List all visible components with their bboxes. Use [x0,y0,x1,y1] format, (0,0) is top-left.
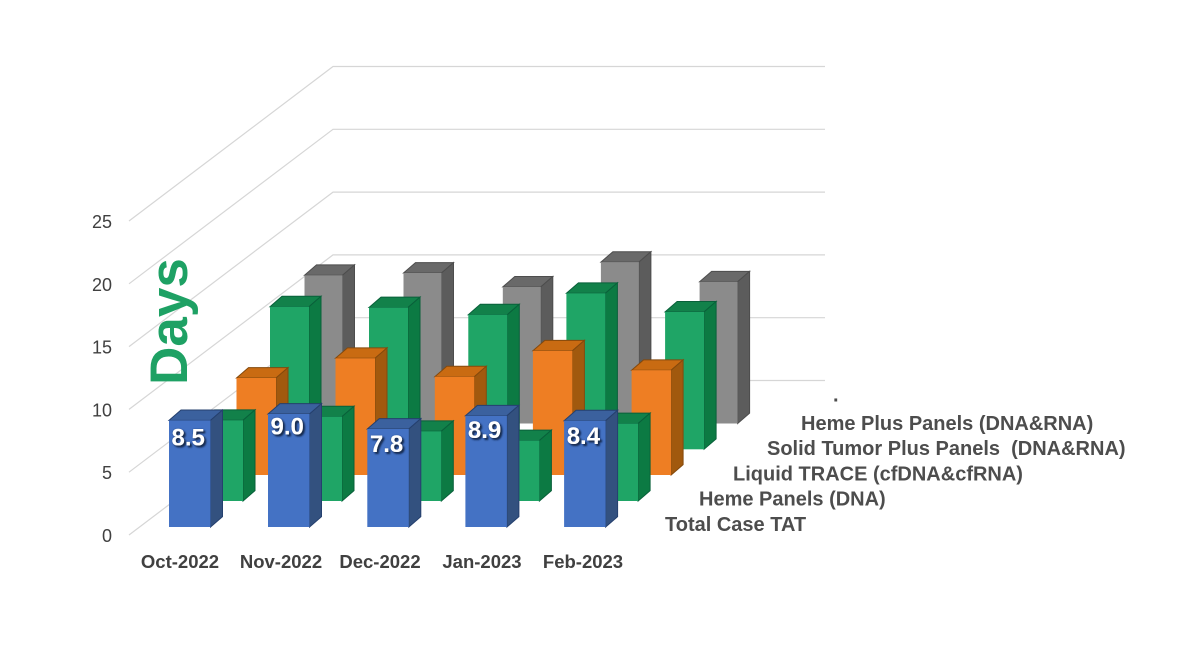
svg-text:Days: Days [140,258,199,385]
svg-text:.: . [833,385,839,407]
svg-text:Heme Plus Panels (DNA&RNA): Heme Plus Panels (DNA&RNA) [801,413,1093,435]
svg-text:10: 10 [92,400,112,420]
svg-text:25: 25 [92,212,112,232]
svg-text:7.8: 7.8 [370,431,403,458]
svg-text:Oct-2022: Oct-2022 [141,551,219,572]
svg-text:Heme Panels (DNA): Heme Panels (DNA) [699,489,886,511]
svg-text:Solid Tumor Plus Panels (DNA&: Solid Tumor Plus Panels (DNA&RNA) [767,438,1126,460]
svg-text:15: 15 [92,338,112,358]
svg-text:8.9: 8.9 [468,417,501,444]
svg-text:Jan-2023: Jan-2023 [442,551,521,572]
svg-text:8.5: 8.5 [172,425,205,452]
svg-text:20: 20 [92,275,112,295]
svg-text:8.4: 8.4 [567,423,601,450]
svg-text:Nov-2022: Nov-2022 [240,551,322,572]
svg-text:9.0: 9.0 [271,414,304,441]
svg-text:Feb-2023: Feb-2023 [543,551,623,572]
svg-text:5: 5 [102,463,112,483]
svg-text:Total Case TAT: Total Case TAT [665,514,806,536]
svg-text:Liquid TRACE (cfDNA&cfRNA): Liquid TRACE (cfDNA&cfRNA) [733,463,1023,485]
svg-text:Dec-2022: Dec-2022 [339,551,420,572]
svg-text:0: 0 [102,526,112,546]
